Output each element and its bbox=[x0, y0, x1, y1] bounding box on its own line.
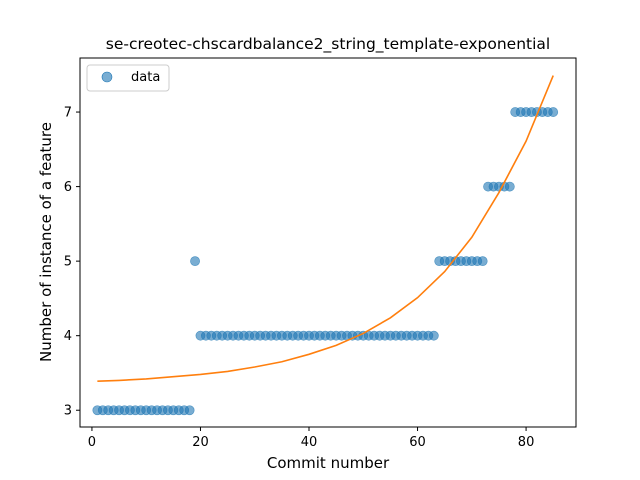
legend: data bbox=[86, 64, 170, 92]
y-tick-label: 4 bbox=[64, 329, 72, 344]
y-tick-label: 7 bbox=[64, 106, 72, 121]
axes-frame bbox=[79, 57, 577, 428]
legend-label: data bbox=[131, 70, 160, 85]
y-tick-label: 6 bbox=[64, 180, 72, 195]
y-tick-label: 3 bbox=[64, 404, 72, 419]
data-point bbox=[504, 181, 515, 192]
legend-box bbox=[86, 64, 170, 92]
x-tick-label: 0 bbox=[88, 435, 96, 450]
data-point bbox=[548, 107, 559, 117]
y-axis-ticks: 3 4 5 6 7 bbox=[64, 106, 80, 419]
plot-area bbox=[92, 75, 559, 416]
y-axis-label: Number of instance of a feature bbox=[37, 122, 55, 362]
x-tick-label: 60 bbox=[409, 435, 426, 450]
chart-title: se-creotec-chscardbalance2_string_templa… bbox=[106, 35, 550, 54]
x-tick-label: 80 bbox=[518, 435, 535, 450]
data-point bbox=[190, 256, 200, 267]
x-tick-label: 20 bbox=[192, 435, 209, 450]
y-tick-label: 5 bbox=[64, 255, 72, 270]
data-point bbox=[477, 256, 488, 267]
legend-marker bbox=[101, 71, 113, 83]
x-axis-label: Commit number bbox=[267, 454, 390, 472]
fit-line bbox=[97, 75, 554, 382]
x-tick-label: 40 bbox=[301, 435, 318, 450]
data-point bbox=[428, 330, 439, 341]
data-point bbox=[184, 405, 195, 416]
x-axis-ticks: 0 20 40 60 80 bbox=[88, 427, 535, 450]
